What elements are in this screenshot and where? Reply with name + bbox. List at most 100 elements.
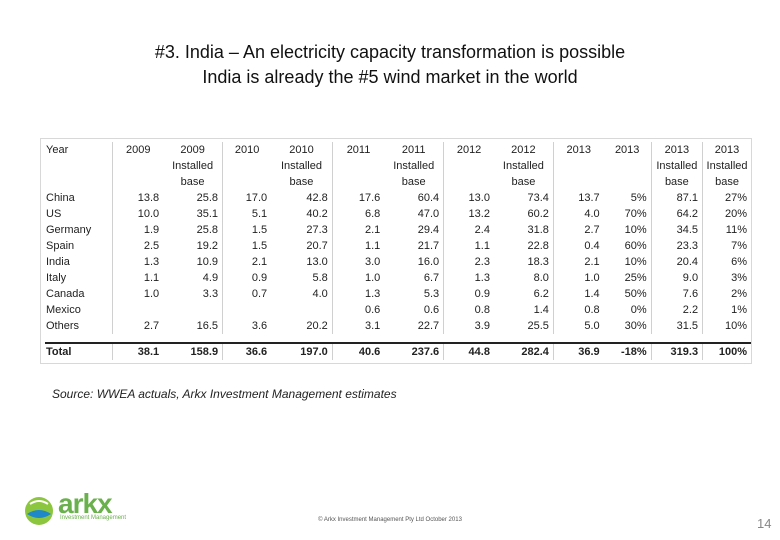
table-cell: 6.8 [364, 208, 381, 220]
row-label-cell [45, 174, 114, 190]
table-cell [223, 174, 272, 190]
table-cell: 3.3 [163, 286, 224, 302]
table-cell: 50% [603, 286, 652, 302]
table-cell: 2.1 [584, 256, 600, 268]
table-cell: 10% [724, 320, 747, 332]
row-label-cell: Spain [45, 238, 114, 254]
table-cell: 6.2 [493, 286, 554, 302]
table-cell: 27.3 [271, 222, 333, 238]
table-cell: 22.7 [384, 318, 445, 334]
table-cell [553, 158, 603, 174]
wind-capacity-table: Year 2009 2009 2010 2010 2011 2011 2012 2012 2013… [45, 142, 751, 360]
table-cell: 4.9 [163, 270, 224, 286]
table-row: Others 2.7 16.5 3.6 20.2 3.1 22.7 3.9 25.5 5.0 30%… [45, 318, 751, 334]
wind-capacity-table-frame: Year 2009 2009 2010 2010 2011 2011 2012 2012 2013… [40, 138, 752, 364]
table-row: China 13.8 25.8 17.0 42.8 17.6 60.4 13.0 73.4 13.… [45, 190, 751, 206]
table-cell: 30% [603, 318, 652, 334]
table-cell: 16.5 [163, 318, 224, 334]
row-label-cell: Others [45, 318, 114, 334]
table-cell: base [651, 174, 704, 190]
logo-wordmark: arkx [58, 488, 113, 519]
row-label-cell: Germany [45, 222, 114, 238]
row-label-cell: Year [45, 142, 114, 158]
table-row: Canada 1.0 3.3 0.7 4.0 1.3 5.3 0.9 6.2 1.4 50% 7.6 2… [45, 286, 751, 302]
row-label-cell: Total [45, 342, 114, 360]
table-cell: 1.0 [143, 288, 160, 300]
table-cell: 5.1 [251, 208, 268, 220]
table-cell: 0.6 [364, 304, 381, 316]
header-row-year: Year 2009 2009 2010 2010 2011 2011 2012 2012 2013… [45, 142, 751, 158]
table-cell: 10.9 [163, 254, 224, 270]
table-cell: 10% [603, 222, 652, 238]
table-cell: 2012 [493, 142, 554, 158]
table-cell: 3.6 [251, 320, 268, 332]
table-cell: 29.4 [384, 222, 445, 238]
table-cell [113, 158, 163, 174]
arkx-logo: arkx Investment Management [22, 488, 142, 534]
table-cell [163, 302, 224, 318]
table-cell: 13.2 [468, 208, 490, 220]
row-label-cell: Mexico [45, 302, 114, 318]
table-cell: base [715, 176, 739, 188]
table-cell: 2.2 [651, 302, 704, 318]
table-cell: 282.4 [493, 342, 554, 360]
table-cell: 0.4 [584, 240, 600, 252]
row-label-cell: Italy [45, 270, 114, 286]
table-cell: 6.7 [384, 270, 445, 286]
table-cell: 16.0 [384, 254, 445, 270]
table-cell: 1.3 [143, 256, 160, 268]
table-cell: 60.4 [384, 190, 445, 206]
table-cell: 10.0 [137, 208, 160, 220]
table-cell: 2.4 [474, 224, 490, 236]
table-cell: 0.6 [384, 302, 445, 318]
row-label-cell: US [45, 206, 114, 222]
table-cell: 2013 [603, 142, 652, 158]
table-cell: 6% [731, 256, 747, 268]
table-cell: 1.0 [584, 272, 600, 284]
table-cell: 9.0 [651, 270, 704, 286]
table-cell: base [271, 174, 333, 190]
table-cell: 3.0 [364, 256, 381, 268]
table-cell [223, 158, 272, 174]
table-cell: 2011 [384, 142, 445, 158]
table-cell: 3.9 [474, 320, 490, 332]
table-cell [553, 174, 603, 190]
table-cell [223, 302, 272, 318]
table-row: Italy 1.1 4.9 0.9 5.8 1.0 6.7 1.3 8.0 1.0 25% 9.0 3% [45, 270, 751, 286]
table-cell: 21.7 [384, 238, 445, 254]
table-cell: 1.5 [251, 240, 268, 252]
table-cell: 18.3 [493, 254, 554, 270]
table-cell: base [163, 174, 224, 190]
row-label-cell: China [45, 190, 114, 206]
table-cell: base [384, 174, 445, 190]
table-cell: Installed [384, 158, 445, 174]
table-cell: 5% [603, 190, 652, 206]
table-cell: 20.7 [271, 238, 333, 254]
table-cell: 1% [731, 304, 747, 316]
table-cell: 40.2 [271, 206, 333, 222]
table-cell: 19.2 [163, 238, 224, 254]
logo-subtitle: Investment Management [60, 515, 127, 521]
table-cell: 2.5 [143, 240, 160, 252]
table-cell: Installed [706, 160, 748, 172]
table-cell: 44.8 [443, 342, 494, 360]
table-cell: 13.0 [468, 192, 490, 204]
slide-title: #3. India – An electricity capacity tran… [0, 40, 780, 90]
table-cell: 1.1 [474, 240, 490, 252]
table-cell: 0.8 [584, 304, 600, 316]
table-cell: 5.0 [584, 320, 600, 332]
table-cell: 36.9 [553, 342, 604, 360]
table-cell: 22.8 [493, 238, 554, 254]
table-cell: 2009 [163, 142, 224, 158]
row-label-cell [45, 158, 114, 174]
table-cell: 70% [603, 206, 652, 222]
header-row-installed: Installed Installed Installed Installed Inst… [45, 158, 751, 174]
table-cell: -18% [603, 342, 652, 360]
table-cell: 5.3 [384, 286, 445, 302]
total-row: Total 38.1 158.9 36.6 197.0 40.6 237.6 44.8 282.… [45, 342, 751, 360]
table-cell: 0.7 [251, 288, 268, 300]
spacer-cell [45, 334, 751, 343]
table-cell: 319.3 [651, 342, 704, 360]
table-cell: 0% [603, 302, 652, 318]
table-cell: 47.0 [384, 206, 445, 222]
